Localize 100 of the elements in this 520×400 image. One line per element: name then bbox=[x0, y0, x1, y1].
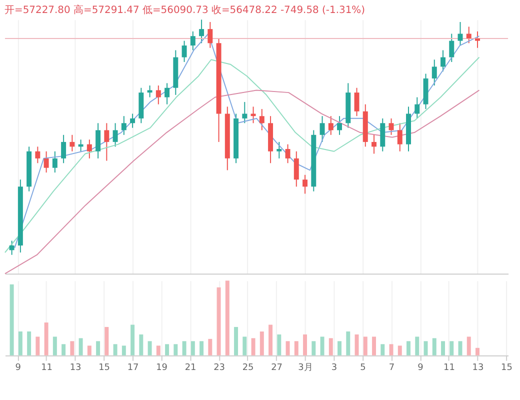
candlestick bbox=[372, 134, 377, 154]
candlestick bbox=[302, 174, 308, 194]
bar bbox=[70, 341, 74, 356]
candlestick bbox=[397, 122, 402, 152]
bar bbox=[174, 344, 178, 356]
x-tick-label: 9 bbox=[15, 362, 22, 373]
chart-title: 开=57227.80 高=57291.47 低=56090.73 收=56478.22 -749.58 (-1.31%) bbox=[4, 4, 366, 16]
bar bbox=[328, 338, 333, 356]
bar bbox=[234, 326, 238, 356]
bar bbox=[27, 331, 32, 356]
bar bbox=[36, 336, 40, 356]
bar bbox=[466, 336, 471, 356]
candlestick bbox=[276, 141, 282, 159]
bar bbox=[415, 336, 420, 356]
x-tick-label: 13 bbox=[70, 362, 82, 373]
bar bbox=[450, 341, 454, 356]
candlestick bbox=[121, 116, 126, 136]
x-tick-label: 3月 bbox=[298, 362, 313, 373]
candlestick bbox=[9, 240, 14, 256]
bar bbox=[303, 334, 308, 356]
x-tick-label: 19 bbox=[156, 362, 168, 373]
candlestick bbox=[52, 150, 58, 174]
x-tick-label: 15 bbox=[501, 362, 512, 373]
bar bbox=[380, 344, 385, 356]
candlestick bbox=[294, 150, 299, 188]
candlestick bbox=[61, 134, 66, 164]
bar bbox=[312, 341, 316, 356]
candlestick bbox=[104, 122, 110, 162]
bar bbox=[398, 346, 402, 356]
bar bbox=[424, 341, 428, 356]
bar bbox=[268, 324, 273, 356]
candlestick bbox=[130, 113, 136, 128]
x-tick-label: 11 bbox=[41, 362, 53, 373]
bar bbox=[148, 341, 152, 356]
bar bbox=[113, 344, 118, 356]
bar bbox=[225, 280, 230, 356]
bar bbox=[10, 284, 14, 356]
candlestick bbox=[70, 134, 75, 152]
candlestick bbox=[414, 96, 420, 119]
bar bbox=[200, 341, 204, 356]
x-tick-label: 13 bbox=[472, 362, 484, 373]
bar bbox=[458, 341, 462, 356]
candlestick bbox=[380, 118, 386, 152]
x-tick-label: 21 bbox=[184, 362, 196, 373]
candlestick bbox=[44, 150, 49, 174]
candlestick bbox=[320, 116, 325, 142]
candlestick bbox=[208, 22, 213, 48]
candlestick bbox=[440, 50, 446, 72]
bar bbox=[44, 322, 48, 356]
candlestick bbox=[432, 59, 437, 86]
bar bbox=[18, 331, 22, 356]
candlestick bbox=[337, 116, 342, 136]
bar bbox=[320, 336, 324, 356]
bar bbox=[277, 334, 282, 356]
candlestick bbox=[259, 108, 264, 131]
x-tick-label: 3 bbox=[331, 362, 338, 373]
bar bbox=[156, 346, 160, 356]
candlestick bbox=[250, 106, 256, 124]
candlestick bbox=[112, 122, 118, 148]
candlestick bbox=[449, 33, 454, 62]
x-tick-label: 9 bbox=[418, 362, 424, 373]
candlestick bbox=[156, 85, 161, 105]
candlestick bbox=[328, 116, 334, 136]
bar bbox=[432, 338, 436, 356]
bar bbox=[242, 336, 247, 356]
candlestick bbox=[86, 139, 92, 159]
bar bbox=[130, 324, 135, 356]
candlestick bbox=[466, 26, 472, 44]
bar bbox=[294, 341, 298, 356]
x-tick-label: 15 bbox=[98, 362, 110, 373]
bar bbox=[87, 346, 92, 356]
x-tick-label: 17 bbox=[127, 362, 139, 373]
candlestick bbox=[242, 101, 248, 124]
candlestick bbox=[182, 40, 187, 62]
candlestick bbox=[147, 85, 152, 98]
bar bbox=[216, 287, 221, 356]
x-tick-label: 5 bbox=[360, 362, 366, 373]
x-tick-label: 25 bbox=[242, 362, 254, 373]
bar bbox=[338, 341, 342, 356]
bar bbox=[182, 341, 186, 356]
bar bbox=[165, 344, 170, 356]
bar bbox=[441, 341, 445, 356]
bar bbox=[476, 348, 480, 356]
bar bbox=[260, 331, 264, 356]
candlestick bbox=[475, 30, 480, 48]
bar bbox=[208, 338, 212, 356]
bar bbox=[190, 341, 195, 356]
bar bbox=[389, 344, 394, 356]
candlestick bbox=[96, 122, 101, 159]
bar bbox=[62, 344, 66, 356]
bar bbox=[363, 336, 368, 356]
bar bbox=[346, 331, 350, 356]
candlestick bbox=[35, 146, 40, 164]
bar bbox=[354, 334, 359, 356]
candlestick bbox=[285, 144, 290, 164]
candlestick bbox=[190, 30, 196, 51]
candlestick bbox=[164, 82, 170, 105]
bar bbox=[286, 341, 290, 356]
bar bbox=[122, 346, 126, 356]
bar bbox=[251, 338, 256, 356]
